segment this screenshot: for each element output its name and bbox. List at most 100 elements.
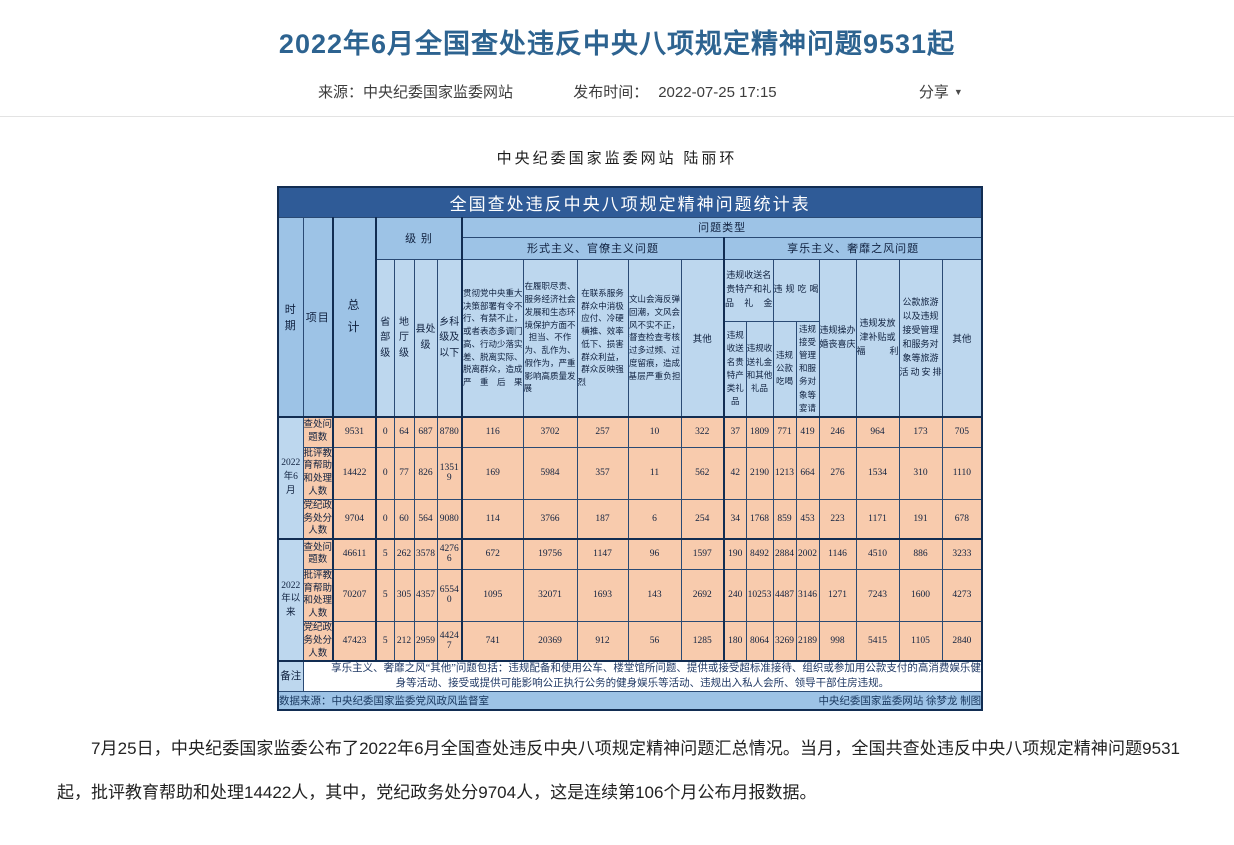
value-cell: 212 xyxy=(393,620,415,662)
formalism-col-1: 贯彻党中央重大决策部署有令不行、有禁不止，或者表态多调门高、行动少落实差、脱离实… xyxy=(461,258,524,418)
value-cell: 8064 xyxy=(745,620,774,662)
value-cell: 13519 xyxy=(436,446,463,500)
value-cell: 2189 xyxy=(795,620,820,662)
value-cell: 262 xyxy=(393,538,415,570)
share-label: 分享 xyxy=(918,84,949,101)
share-button[interactable]: 分享 ▼ xyxy=(919,81,963,102)
value-cell: 276 xyxy=(818,446,857,500)
value-cell: 8492 xyxy=(745,538,774,570)
value-cell: 10253 xyxy=(745,568,774,622)
value-cell: 3578 xyxy=(413,538,438,570)
value-cell: 180 xyxy=(723,620,747,662)
value-cell: 37 xyxy=(723,416,747,448)
source-label: 来源： xyxy=(318,84,364,101)
table-row: 党纪政务处分人数 9704 0 60 564 9080 114 3766 187… xyxy=(278,498,983,540)
problem-type-header: 问题类型 xyxy=(460,216,983,238)
value-cell: 0 xyxy=(375,498,395,540)
value-cell: 44247 xyxy=(436,620,463,662)
value-cell: 357 xyxy=(576,446,629,500)
source-value: 中央纪委国家监委网站 xyxy=(363,84,514,101)
gifts-sub-col-2: 违规收送礼金和其他礼品 xyxy=(745,320,774,418)
value-cell: 0 xyxy=(375,446,395,500)
value-cell: 2959 xyxy=(413,620,438,662)
value-cell: 143 xyxy=(627,568,682,622)
level-col-county: 县处级 xyxy=(413,258,438,418)
gifts-sub-col-1: 违规收送名贵特产类礼品 xyxy=(723,320,747,418)
header-row-4: 违规收送名贵特产类礼品 违规收送礼金和其他礼品 违规公款吃喝 违规接受管理和服务… xyxy=(278,320,982,418)
value-cell: 246 xyxy=(818,416,857,448)
formalism-col-4: 文山会海反弹回潮，文风会风不实不正，督查检查考核过多过频、过度留痕，造成基层严重… xyxy=(627,258,682,418)
note-text: 享乐主义、奢靡之风“其他”问题包括：违规配备和使用公车、楼堂馆所问题、提供或接受… xyxy=(302,660,983,692)
value-cell: 678 xyxy=(941,498,983,540)
value-cell: 42 xyxy=(723,446,747,500)
dining-sub-col-2: 违规接受管理和服务对象等宴请 xyxy=(795,320,820,418)
hedonism-col-other: 其他 xyxy=(941,258,983,418)
weddings-funerals-header: 违规操办婚丧喜庆 xyxy=(818,258,857,418)
value-cell: 4487 xyxy=(772,568,797,622)
value-cell: 5 xyxy=(375,568,395,622)
value-cell: 564 xyxy=(413,498,438,540)
header-row-3: 省部级 地厅级 县处级 乡科级及以下 贯彻党中央重大决策部署有令不行、有禁不止，… xyxy=(278,258,983,418)
value-cell: 1271 xyxy=(818,568,857,622)
period-cell: 2022年以来 xyxy=(277,538,304,662)
value-cell: 56 xyxy=(627,620,682,662)
header-row-1: 时期 项目 总 计 级 别 问题类型 xyxy=(277,216,983,418)
header-row-2: 形式主义、官僚主义问题 享乐主义、奢靡之风问题 xyxy=(278,236,983,260)
period-cell: 2022年6月 xyxy=(277,415,304,540)
value-cell: 5 xyxy=(375,620,395,662)
value-cell: 1285 xyxy=(680,620,725,662)
value-cell: 96 xyxy=(627,538,682,570)
value-cell: 9080 xyxy=(436,498,463,540)
allowances-header: 违规发放津补贴或福利 xyxy=(855,258,900,418)
value-cell: 705 xyxy=(941,416,983,448)
table-row: 批评教育帮助和处理人数 70207 5 305 4357 65540 1095 … xyxy=(278,568,983,622)
value-cell: 859 xyxy=(772,498,797,540)
value-cell: 1095 xyxy=(461,568,524,622)
value-cell: 187 xyxy=(576,498,629,540)
row-label: 党纪政务处分人数 xyxy=(302,498,334,540)
table-row: 批评教育帮助和处理人数 14422 0 77 826 13519 169 598… xyxy=(278,446,983,500)
value-cell: 3269 xyxy=(772,620,797,662)
formalism-col-2: 在履职尽责、服务经济社会发展和生态环境保护方面不担当、不作为、乱作为、假作为，严… xyxy=(522,258,578,418)
value-cell: 2840 xyxy=(941,620,983,662)
publish-time-label: 发布时间： xyxy=(573,84,649,101)
value-cell: 826 xyxy=(413,446,438,500)
stats-table-container: 全国查处违反中央八项规定精神问题统计表 时期 项目 总 计 级 别 问题类型 形… xyxy=(277,186,984,712)
value-cell: 240 xyxy=(723,568,747,622)
value-cell: 173 xyxy=(898,416,943,448)
value-cell: 5 xyxy=(375,538,395,570)
formalism-col-3: 在联系服务群众中消极应付、冷硬横推、效率低下、损害群众利益，群众反映强烈 xyxy=(576,258,629,418)
value-cell: 77 xyxy=(393,446,415,500)
value-cell: 5415 xyxy=(855,620,900,662)
value-cell: 191 xyxy=(898,498,943,540)
value-cell: 9531 xyxy=(332,416,377,448)
article-meta: 来源：中央纪委国家监委网站 发布时间： 2022-07-25 17:15 分享 ▼ xyxy=(0,81,1234,116)
value-cell: 2884 xyxy=(772,538,797,570)
value-cell: 741 xyxy=(461,620,524,662)
article-paragraph: 7月25日，中央纪委国家监委公布了2022年6月全国查处违反中央八项规定精神问题… xyxy=(57,739,1180,803)
value-cell: 20369 xyxy=(522,620,578,662)
value-cell: 70207 xyxy=(332,568,377,622)
value-cell: 672 xyxy=(461,538,524,570)
gifts-group-header: 违规收送名贵特产和礼品礼金 xyxy=(723,258,774,322)
value-cell: 2002 xyxy=(795,538,820,570)
value-cell: 65540 xyxy=(436,568,463,622)
data-source-right: 中央纪委国家监委网站 徐梦龙 制图 xyxy=(818,695,982,707)
value-cell: 3233 xyxy=(941,538,983,570)
stats-table: 全国查处违反中央八项规定精神问题统计表 时期 项目 总 计 级 别 问题类型 形… xyxy=(277,186,984,712)
row-label: 查处问题数 xyxy=(302,538,334,570)
value-cell: 1146 xyxy=(818,538,857,570)
value-cell: 1597 xyxy=(680,538,725,570)
value-cell: 4510 xyxy=(855,538,900,570)
value-cell: 0 xyxy=(375,416,395,448)
value-cell: 7243 xyxy=(855,568,900,622)
row-label: 批评教育帮助和处理人数 xyxy=(302,568,334,622)
value-cell: 964 xyxy=(855,416,900,448)
value-cell: 9704 xyxy=(332,498,377,540)
value-cell: 1768 xyxy=(745,498,774,540)
value-cell: 223 xyxy=(818,498,857,540)
value-cell: 14422 xyxy=(332,446,377,500)
value-cell: 11 xyxy=(627,446,682,500)
value-cell: 60 xyxy=(393,498,415,540)
value-cell: 1105 xyxy=(898,620,943,662)
